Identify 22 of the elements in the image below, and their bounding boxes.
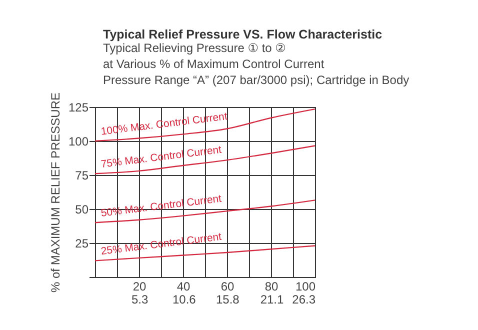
- x2-tick-label: 10.6: [172, 292, 196, 306]
- x-tick-label: 80: [264, 280, 278, 294]
- y-tick-label: 100: [68, 134, 89, 148]
- y-tick-label: 50: [75, 202, 89, 216]
- x-tick-label: 100: [295, 280, 316, 294]
- y-tick-label: 25: [75, 236, 89, 250]
- x2-tick-label: 5.3: [131, 292, 148, 306]
- chart-subtitle: Typical Relieving Pressure ① to ② at Various % of Maximum Control Current Pressure Range “A” (207 bar/3000 psi); Cartridge in Body: [103, 40, 410, 87]
- text: 75% Max. Control Current: [100, 144, 222, 171]
- x2-tick-label: 15.8: [216, 292, 240, 306]
- x-tick-label: 40: [176, 280, 190, 294]
- x-tick-label: 20: [132, 280, 146, 294]
- y-tick-label: 125: [68, 100, 89, 114]
- y-axis-title: % of MAXIMUM RELIEF PRESSURE: [48, 92, 62, 293]
- x-tick-label: 60: [220, 280, 234, 294]
- x2-tick-label: 21.1: [260, 292, 284, 306]
- text: 50% Max. Control Current: [100, 192, 222, 220]
- chart-title: Typical Relief Pressure VS. Flow Characteristic: [103, 27, 382, 42]
- x2-tick-label: 26.3: [292, 292, 316, 306]
- text: 25% Max. Control Current: [100, 230, 222, 258]
- text: 100% Max. Control Current: [100, 110, 228, 138]
- y-tick-label: 75: [75, 168, 89, 182]
